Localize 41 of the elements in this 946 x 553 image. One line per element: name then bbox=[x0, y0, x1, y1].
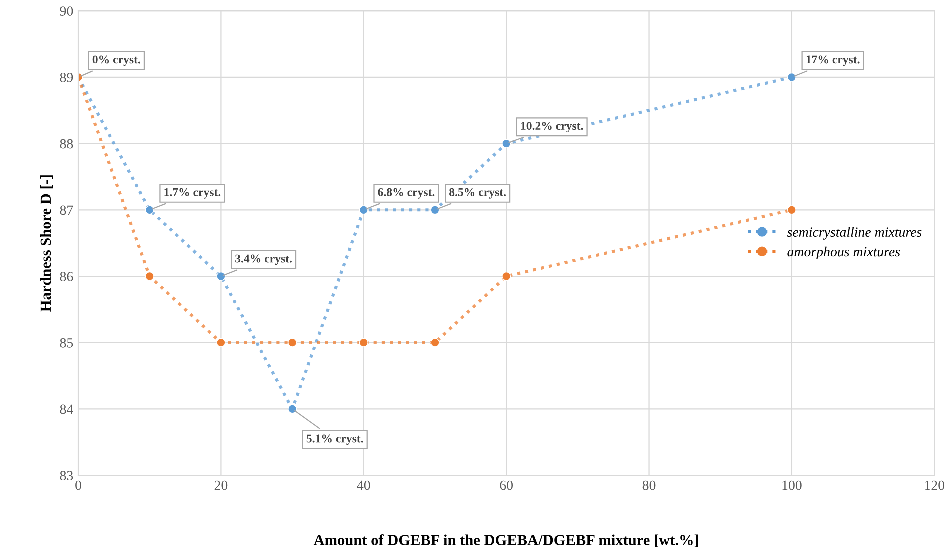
point bbox=[216, 338, 226, 348]
y-tick-label: 84 bbox=[60, 404, 74, 414]
y-tick-label: 90 bbox=[60, 6, 74, 16]
point bbox=[288, 338, 298, 348]
legend-label: semicrystalline mixtures bbox=[787, 227, 922, 240]
point bbox=[502, 272, 512, 282]
annotation: 17% cryst. bbox=[806, 56, 860, 66]
point bbox=[216, 272, 226, 282]
annotation: 0% cryst. bbox=[92, 56, 140, 66]
point bbox=[787, 206, 796, 215]
y-tick-label: 83 bbox=[60, 471, 74, 481]
x-tick-label: 40 bbox=[357, 480, 370, 490]
annotation: 10.2% cryst. bbox=[521, 122, 584, 132]
x-tick-label: 0 bbox=[76, 480, 82, 490]
point bbox=[145, 206, 154, 215]
point bbox=[359, 206, 368, 215]
x-tick-label: 100 bbox=[782, 480, 802, 490]
y-tick-label: 85 bbox=[60, 338, 74, 348]
annotation: 6.8% cryst. bbox=[378, 188, 435, 199]
x-axis-title: Amount of DGEBF in the DGEBA/DGEBF mixture [wt.%] bbox=[314, 534, 698, 548]
x-tick-label: 80 bbox=[642, 480, 656, 490]
x-tick-label: 20 bbox=[214, 480, 228, 490]
point bbox=[359, 338, 368, 348]
point bbox=[430, 206, 440, 215]
y-tick-label: 88 bbox=[60, 139, 74, 149]
point bbox=[430, 338, 440, 348]
point bbox=[502, 139, 512, 148]
annotation: 8.5% cryst. bbox=[450, 188, 506, 199]
y-axis-title: Hardness Shore D [-] bbox=[40, 176, 53, 312]
y-tick-label: 86 bbox=[60, 272, 74, 282]
point bbox=[145, 272, 154, 282]
point bbox=[288, 404, 298, 414]
x-tick-label: 120 bbox=[925, 480, 945, 490]
legend-label: amorphous mixtures bbox=[788, 246, 900, 260]
y-tick-label: 87 bbox=[60, 206, 74, 216]
annotation: 5.1% cryst. bbox=[306, 434, 364, 446]
annotation: 3.4% cryst. bbox=[236, 254, 292, 266]
x-tick-label: 60 bbox=[500, 480, 513, 490]
y-tick-label: 89 bbox=[60, 73, 74, 82]
annotation: 1.7% cryst. bbox=[164, 188, 221, 199]
point bbox=[787, 72, 796, 82]
